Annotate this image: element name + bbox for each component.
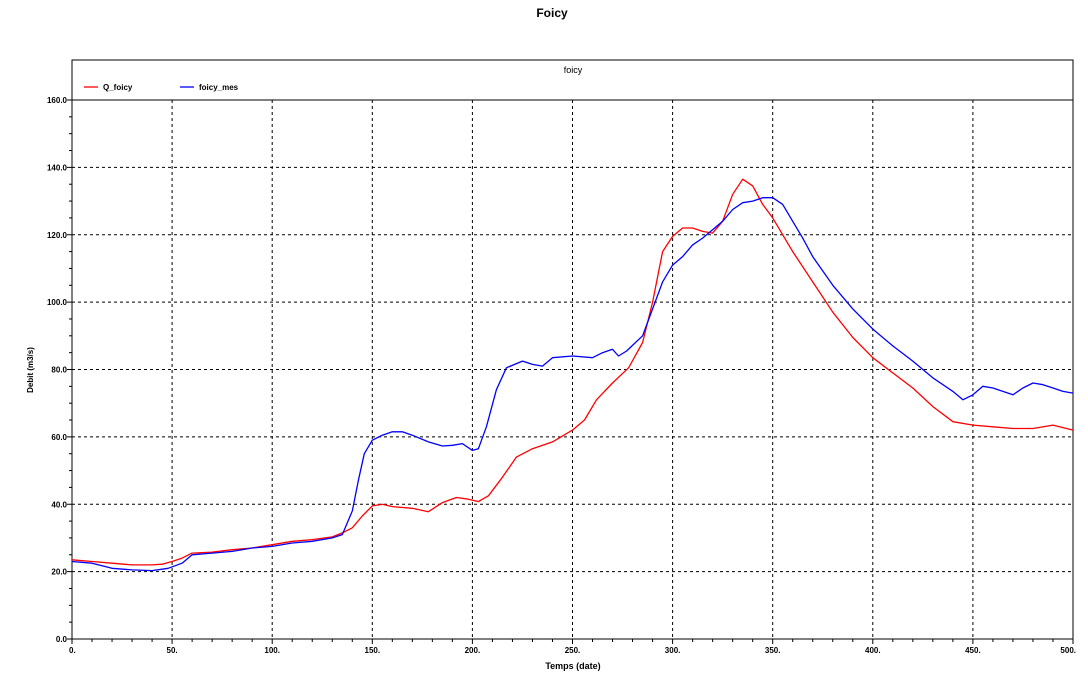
x-tick-label: 300.: [665, 646, 681, 655]
y-tick-label: 120.0: [47, 231, 68, 240]
y-tick-label: 0.0: [56, 635, 68, 644]
x-axis: 0. 50. 100. 150. 200. 250. 300. 350. 400. 450. 500…: [69, 639, 1076, 655]
x-tick-label: 150.: [365, 646, 381, 655]
y-axis: 0.0 20.0 40.0 60.0 80.0 100.0 120.0 140.0 160.0: [47, 96, 72, 644]
y-tick-label: 160.0: [47, 96, 68, 105]
legend: Q_foicy foicy_mes: [84, 83, 239, 92]
legend-label: Q_foicy: [103, 83, 133, 92]
x-tick-label: 0.: [69, 646, 76, 655]
x-tick-label: 200.: [465, 646, 481, 655]
chart-title: Foicy: [536, 6, 568, 20]
series-layer: [71, 178, 1074, 572]
x-tick-label: 400.: [865, 646, 881, 655]
y-tick-label: 20.0: [51, 568, 67, 577]
grid: [72, 100, 1073, 639]
legend-title: foicy: [564, 65, 583, 75]
series-line-foicy-mes: [71, 197, 1074, 572]
y-tick-label: 140.0: [47, 163, 68, 172]
x-tick-label: 450.: [965, 646, 981, 655]
legend-box: [71, 59, 1074, 101]
x-tick-label: 500.: [1060, 646, 1076, 655]
x-tick-label: 250.: [565, 646, 581, 655]
y-tick-label: 40.0: [51, 500, 67, 509]
x-tick-label: 350.: [765, 646, 781, 655]
x-axis-label: Temps (date): [545, 661, 600, 671]
y-tick-label: 80.0: [51, 366, 67, 375]
y-tick-label: 100.0: [47, 298, 68, 307]
x-tick-label: 50.: [167, 646, 178, 655]
y-tick-label: 60.0: [51, 433, 67, 442]
x-tick-label: 100.: [264, 646, 280, 655]
y-axis-label: Debit (m3/s): [26, 347, 35, 393]
legend-label: foicy_mes: [199, 83, 239, 92]
